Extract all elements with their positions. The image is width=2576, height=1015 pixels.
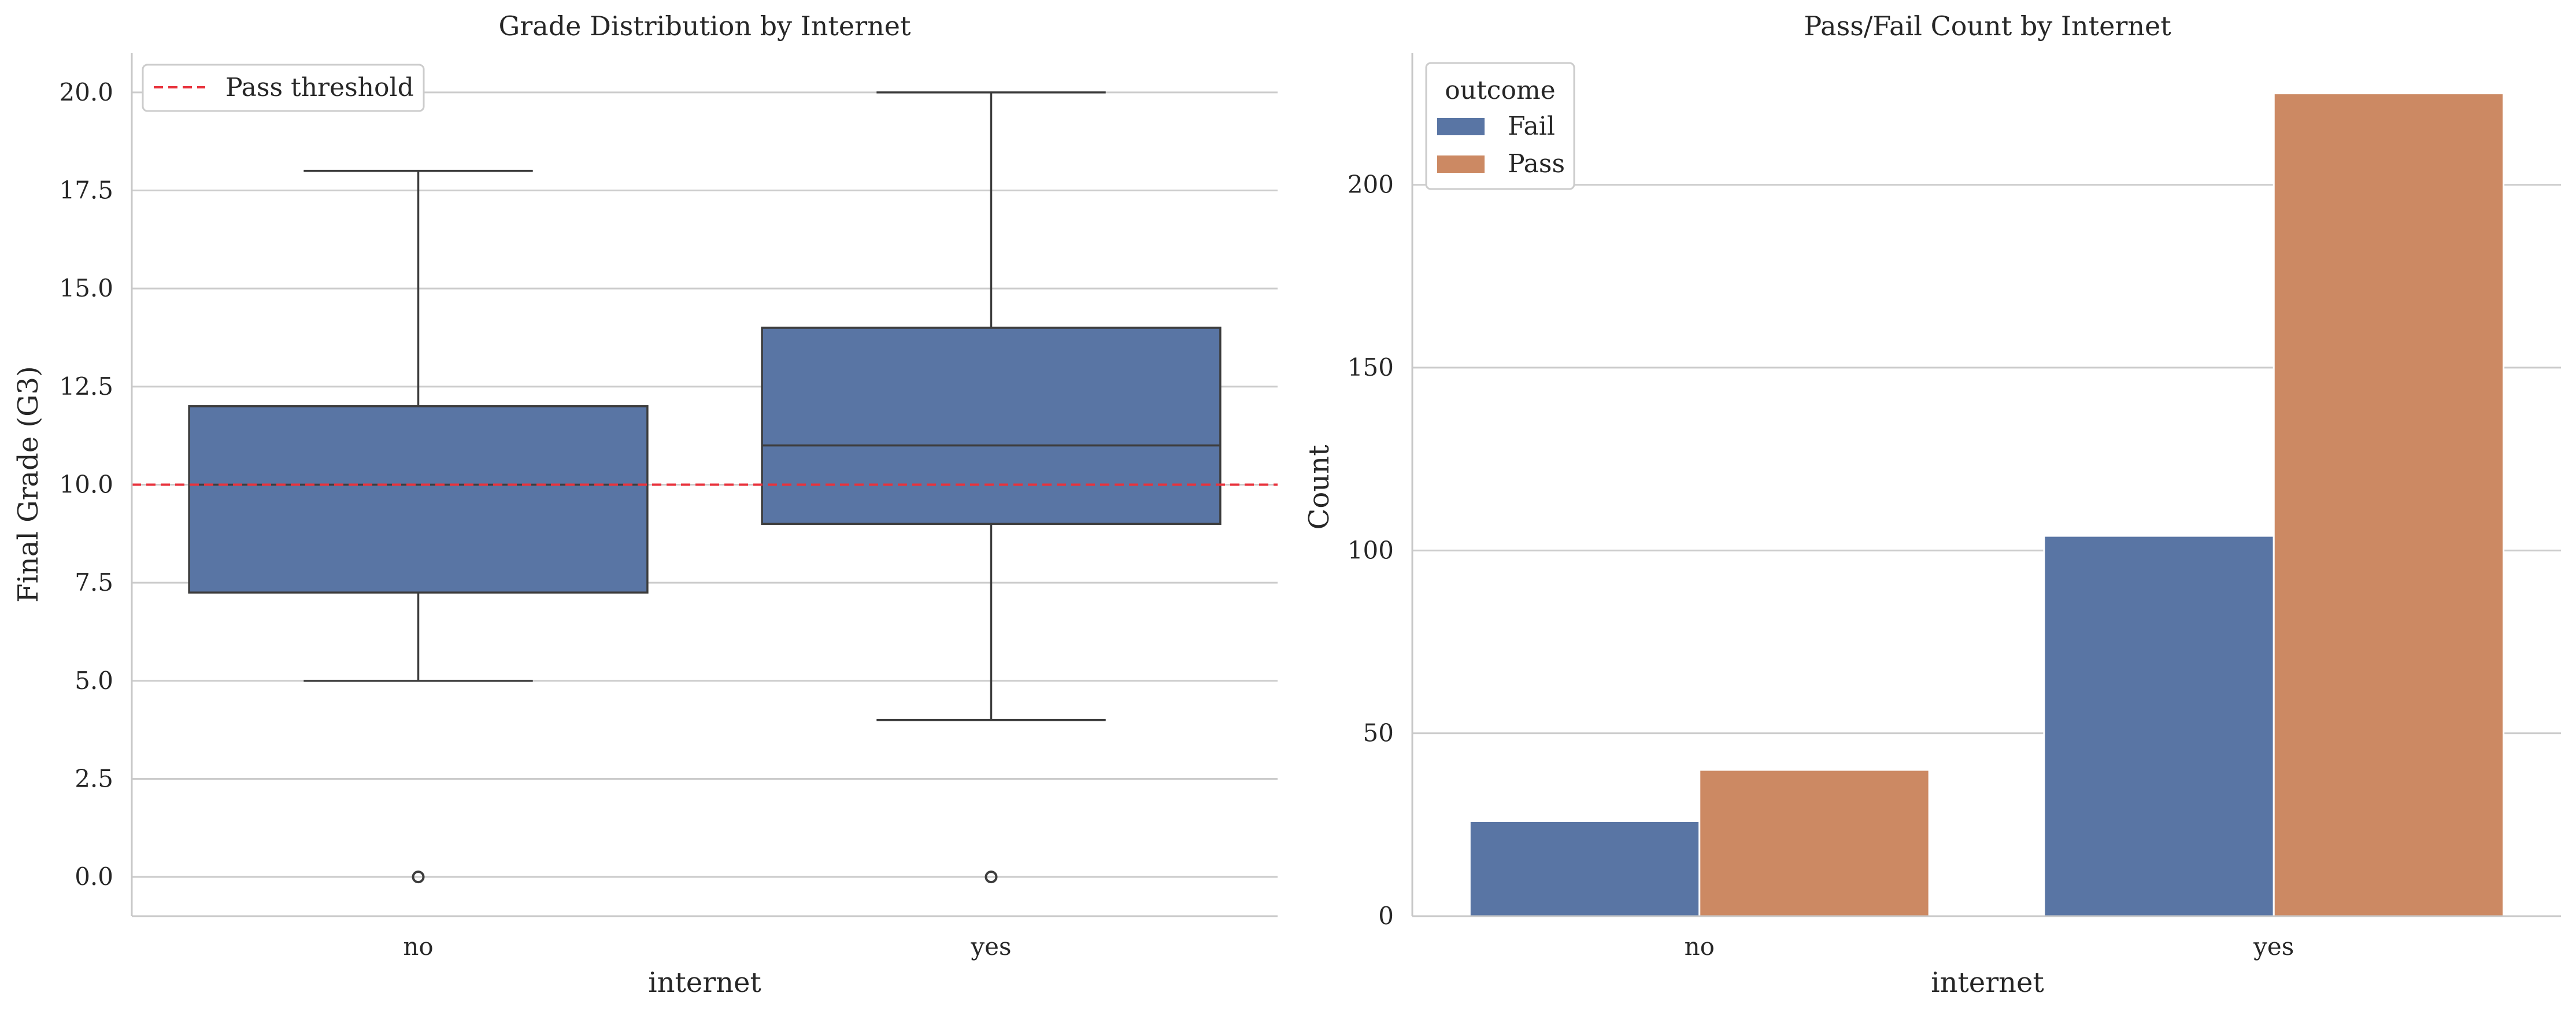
y-axis-label: Final Grade (G3) [12,366,45,602]
y-tick-label: 0.0 [75,862,113,891]
chart-title: Grade Distribution by Internet [499,10,911,42]
boxes [188,91,1222,884]
y-tick-label: 5.0 [75,666,113,695]
y-tick-label: 15.0 [59,274,113,302]
bar-fail-no [1468,820,1701,917]
legend-frame [142,64,425,112]
bar-chart-panel: Pass/Fail Count by Internet 0 50 100 150 200… [1303,10,2561,999]
y-tick-label: 100 [1348,536,1394,564]
chart-title: Pass/Fail Count by Internet [1804,10,2171,42]
y-tick-label: 10.0 [59,471,113,499]
box-yes [761,91,1222,884]
x-tick-label: yes [970,932,1011,961]
x-tick-label: no [403,932,433,961]
legend-title: outcome [1445,76,1555,105]
y-tick-labels: 0.0 2.5 5.0 7.5 10.0 12.5 15.0 17.5 20.0 [59,78,113,891]
x-tick-labels: no yes [403,932,1011,961]
y-tick-label: 200 [1348,171,1394,199]
x-axis-label: internet [648,966,761,999]
y-tick-label: 7.5 [75,568,113,597]
y-tick-label: 17.5 [59,176,113,205]
legend-swatch-fail [1437,118,1485,135]
legend: outcome Fail Pass [1425,62,1575,190]
iqr-box [761,327,1222,525]
bars [1468,92,2505,917]
legend-label: Pass threshold [225,73,414,102]
legend-label-pass: Pass [1508,149,1565,179]
bar-pass-no [1698,769,1930,917]
outlier-point [984,870,998,884]
legend: Pass threshold [142,64,425,112]
iqr-box [188,405,649,594]
box-no [188,169,649,884]
y-tick-label: 2.5 [75,764,113,792]
box-plot-panel: Grade Distribution by Internet 0.0 2.5 5.0… [12,10,1278,999]
x-axis-label: internet [1931,966,2044,999]
x-tick-label: no [1685,932,1715,961]
y-tick-label: 0 [1378,902,1394,930]
outlier-point [412,870,425,884]
y-axis-label: Count [1303,445,1335,530]
bar-fail-yes [2043,535,2275,917]
x-tick-labels: no yes [1685,932,2294,961]
y-tick-label: 50 [1363,719,1394,747]
y-tick-label: 20.0 [59,78,113,106]
bar-pass-yes [2272,92,2505,917]
legend-swatch-pass [1437,155,1485,173]
y-tick-label: 150 [1348,353,1394,381]
legend-label-fail: Fail [1508,112,1555,141]
x-tick-label: yes [2253,932,2294,961]
y-tick-labels: 0 50 100 150 200 [1348,171,1394,930]
y-tick-label: 12.5 [59,372,113,401]
